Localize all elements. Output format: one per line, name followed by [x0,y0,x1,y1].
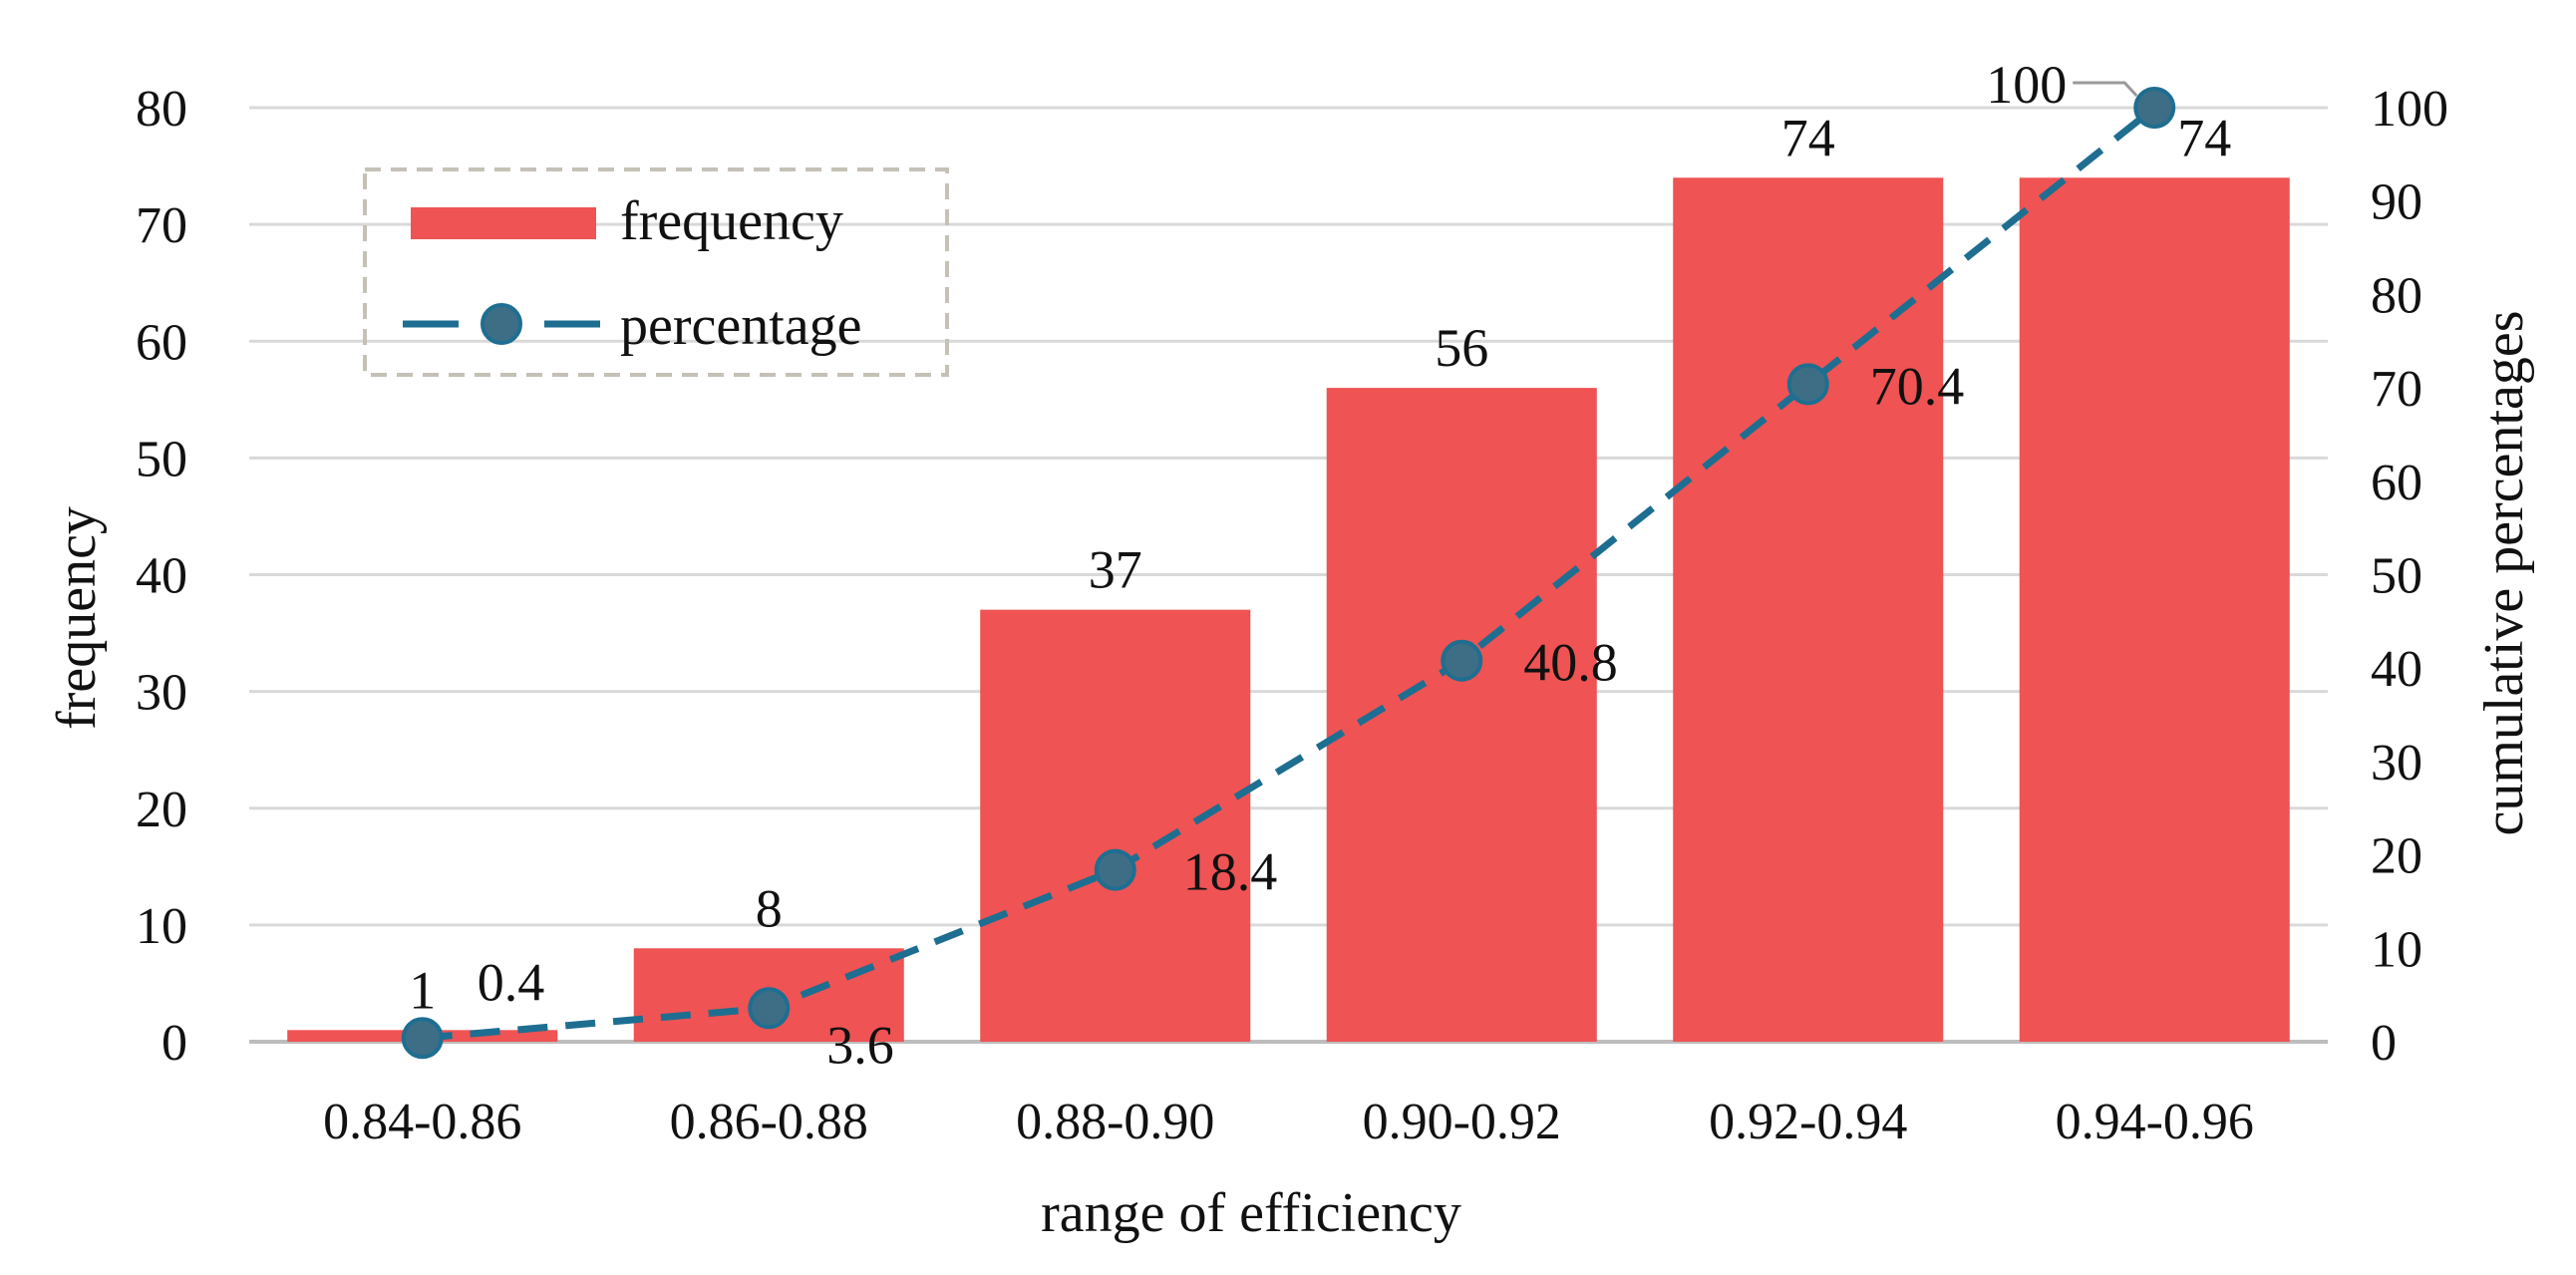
y2-tick-label: 0 [2371,1015,2397,1072]
bar-value-label: 1 [409,960,436,1020]
line-value-label: 70.4 [1870,356,1965,416]
percentage-marker [401,1017,444,1060]
percentage-marker [1441,639,1483,682]
y-tick-label: 20 [136,782,187,838]
percentage-marker [748,987,791,1030]
bar-series-frequency [287,177,2290,1043]
x-tick-label: 0.86-0.88 [670,1094,868,1150]
y2-tick-label: 30 [2371,735,2422,792]
y2-tick-label: 50 [2371,548,2422,605]
y-tick-label: 30 [136,665,187,722]
percentage-marker [1094,848,1136,891]
legend: frequency percentage [363,167,949,377]
x-axis-title: range of efficiency [1041,1182,1461,1244]
gridlines [249,106,2328,1044]
line-value-label: 3.6 [826,1015,894,1075]
y-tick-label: 50 [136,431,187,487]
legend-frequency-label: frequency [620,190,843,252]
percentage-line [422,105,2157,1042]
y2-tick-label: 60 [2371,455,2422,511]
y-tick-label: 0 [161,1015,187,1072]
x-tick-label: 0.94-0.96 [2056,1094,2254,1150]
y-axis-title: frequency [46,506,108,730]
y-tick-label: 70 [136,197,187,254]
legend-frequency-swatch [411,207,596,239]
y2-tick-label: 20 [2371,828,2422,885]
bar-value-label: 8 [756,878,783,938]
line-value-label: 100 [1986,55,2067,115]
bar-value-label: 37 [1089,540,1142,600]
axis-ticks: 0 10 20 30 40 50 60 70 80 0 10 20 30 40 50 60 70 80 90 100 0… [136,81,2448,1150]
bar-value-label: 56 [1435,318,1488,378]
bar-value-label: 74 [2177,108,2231,167]
x-tick-label: 0.88-0.90 [1016,1094,1214,1150]
legend-percentage-marker [481,303,522,345]
legend-percentage-label: percentage [620,295,861,357]
legend-box [363,167,949,377]
y-tick-label: 60 [136,314,187,371]
label-leader-line [2073,81,2138,98]
x-tick-label: 0.92-0.94 [1709,1094,1907,1150]
percentage-marker [1786,363,1829,406]
bar [2019,177,2290,1042]
line-value-label: 0.4 [478,952,545,1012]
y2-tick-label: 70 [2371,361,2422,418]
y2-axis-title: cumulative percentages [2473,310,2535,835]
line-value-label: 18.4 [1183,842,1278,902]
y-tick-label: 10 [136,898,187,955]
y2-tick-label: 80 [2371,267,2422,324]
y2-tick-label: 40 [2371,641,2422,698]
y-tick-label: 40 [136,548,187,605]
x-tick-label: 0.84-0.86 [323,1094,521,1150]
y2-tick-label: 100 [2371,81,2448,138]
bar [1673,177,1944,1042]
bar-value-label: 74 [1781,108,1835,167]
percentage-marker [2133,87,2176,129]
y-tick-label: 80 [136,81,187,138]
line-value-label: 40.8 [1523,633,1618,693]
x-tick-label: 0.90-0.92 [1363,1094,1561,1150]
y2-tick-label: 10 [2371,921,2422,978]
bar [980,609,1251,1042]
y2-tick-label: 90 [2371,174,2422,231]
line-series-percentage [401,87,2176,1060]
